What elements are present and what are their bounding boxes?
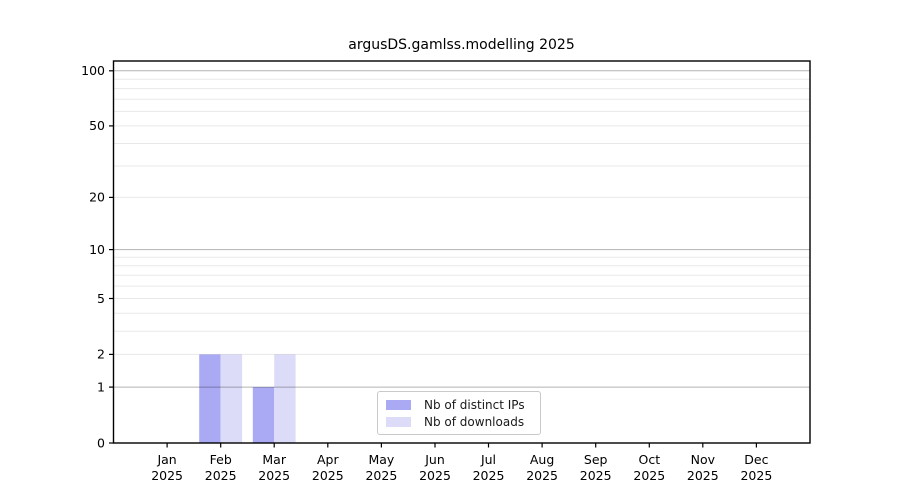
bar-distinct-ips-mar [252, 387, 275, 443]
legend-swatch-distinct-ips-icon [386, 399, 411, 410]
x-axis-month-label: Nov [691, 452, 716, 467]
x-axis-month-label: Aug [530, 452, 554, 467]
bar-downloads-mar [274, 354, 296, 443]
x-axis-year-label: 2025 [580, 468, 612, 483]
y-axis-tick-label: 20 [89, 190, 105, 205]
axes-frame [112, 60, 811, 444]
x-axis-month-label: Oct [638, 452, 660, 467]
legend-swatch-downloads-icon [386, 416, 411, 427]
y-axis-tick-label: 1 [97, 379, 105, 394]
legend: Nb of distinct IPs Nb of downloads [377, 391, 541, 435]
x-axis-year-label: 2025 [365, 468, 397, 483]
bar-distinct-ips-feb [199, 354, 221, 443]
x-axis-year-label: 2025 [258, 468, 290, 483]
x-axis-month-label: Jan [156, 452, 176, 467]
x-axis-month-label: Apr [317, 452, 339, 467]
chart-title: argusDS.gamlss.modelling 2025 [348, 37, 575, 53]
x-axis-year-label: 2025 [151, 468, 183, 483]
x-axis-year-label: 2025 [633, 468, 665, 483]
x-axis-month-label: Feb [210, 452, 232, 467]
x-axis-month-label: Mar [262, 452, 286, 467]
x-axis-year-label: 2025 [526, 468, 558, 483]
legend-label-distinct-ips: Nb of distinct IPs [424, 397, 525, 412]
legend-item-distinct-ips: Nb of distinct IPs [386, 396, 532, 413]
x-axis-month-label: May [368, 452, 394, 467]
y-axis-tick-label: 2 [97, 347, 105, 362]
x-axis-month-label: Jul [480, 452, 496, 467]
x-axis-month-label: Sep [584, 452, 608, 467]
legend-label-downloads: Nb of downloads [424, 414, 525, 429]
y-axis-tick-label: 5 [97, 291, 105, 306]
y-axis-tick-label: 50 [89, 118, 105, 133]
legend-item-downloads: Nb of downloads [386, 413, 532, 430]
x-axis-year-label: 2025 [473, 468, 505, 483]
y-axis-tick-label: 100 [81, 63, 105, 78]
y-axis-tick-label: 10 [89, 242, 105, 257]
x-axis-year-label: 2025 [419, 468, 451, 483]
y-axis-tick-label: 0 [97, 435, 105, 450]
bar-downloads-feb [220, 354, 243, 443]
x-axis-year-label: 2025 [205, 468, 237, 483]
x-axis-month-label: Jun [424, 452, 445, 467]
x-axis-month-label: Dec [744, 452, 768, 467]
x-axis-year-label: 2025 [312, 468, 344, 483]
x-axis-year-label: 2025 [687, 468, 719, 483]
x-axis-year-label: 2025 [740, 468, 772, 483]
